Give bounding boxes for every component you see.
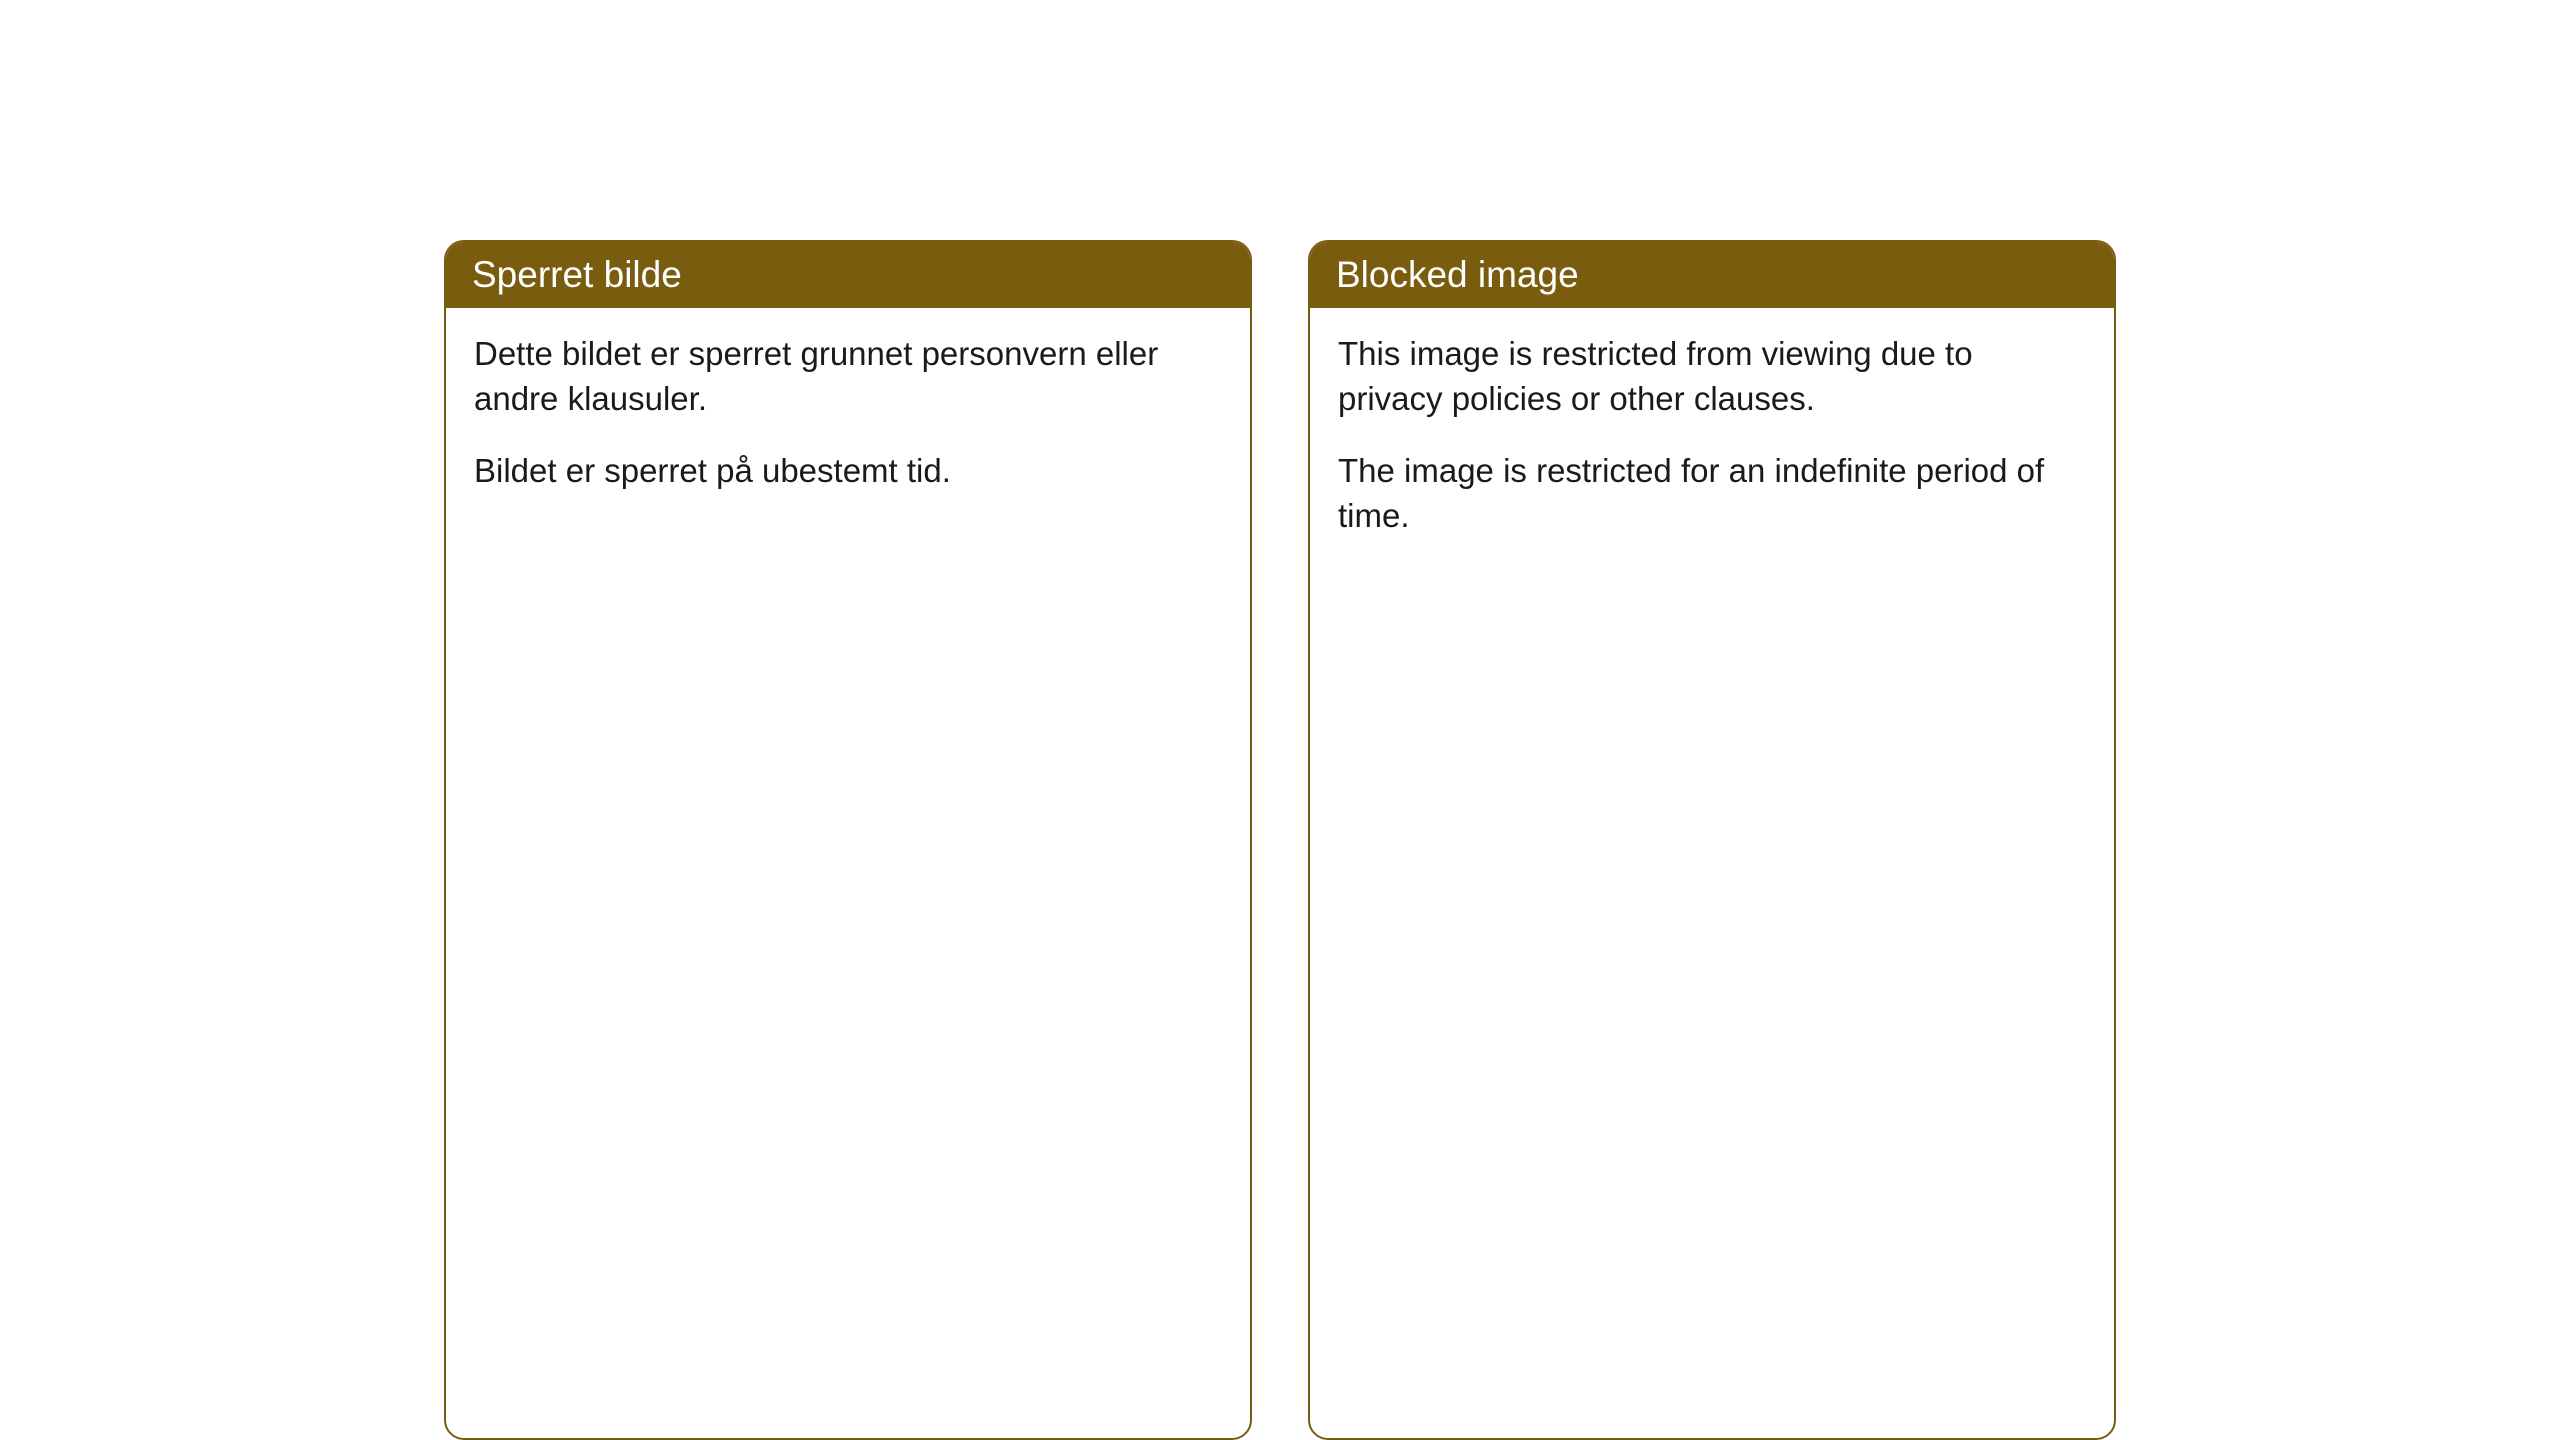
card-english: Blocked image This image is restricted f…	[1308, 240, 2116, 1440]
card-body-english: This image is restricted from viewing du…	[1310, 308, 2114, 584]
card-paragraph-1-norwegian: Dette bildet er sperret grunnet personve…	[474, 332, 1222, 421]
card-title-norwegian: Sperret bilde	[472, 254, 682, 295]
card-norwegian: Sperret bilde Dette bildet er sperret gr…	[444, 240, 1252, 1440]
card-title-english: Blocked image	[1336, 254, 1579, 295]
card-paragraph-1-english: This image is restricted from viewing du…	[1338, 332, 2086, 421]
card-paragraph-2-english: The image is restricted for an indefinit…	[1338, 449, 2086, 538]
card-header-norwegian: Sperret bilde	[446, 242, 1250, 308]
card-paragraph-2-norwegian: Bildet er sperret på ubestemt tid.	[474, 449, 1222, 494]
card-body-norwegian: Dette bildet er sperret grunnet personve…	[446, 308, 1250, 540]
card-header-english: Blocked image	[1310, 242, 2114, 308]
cards-container: Sperret bilde Dette bildet er sperret gr…	[444, 240, 2116, 1440]
